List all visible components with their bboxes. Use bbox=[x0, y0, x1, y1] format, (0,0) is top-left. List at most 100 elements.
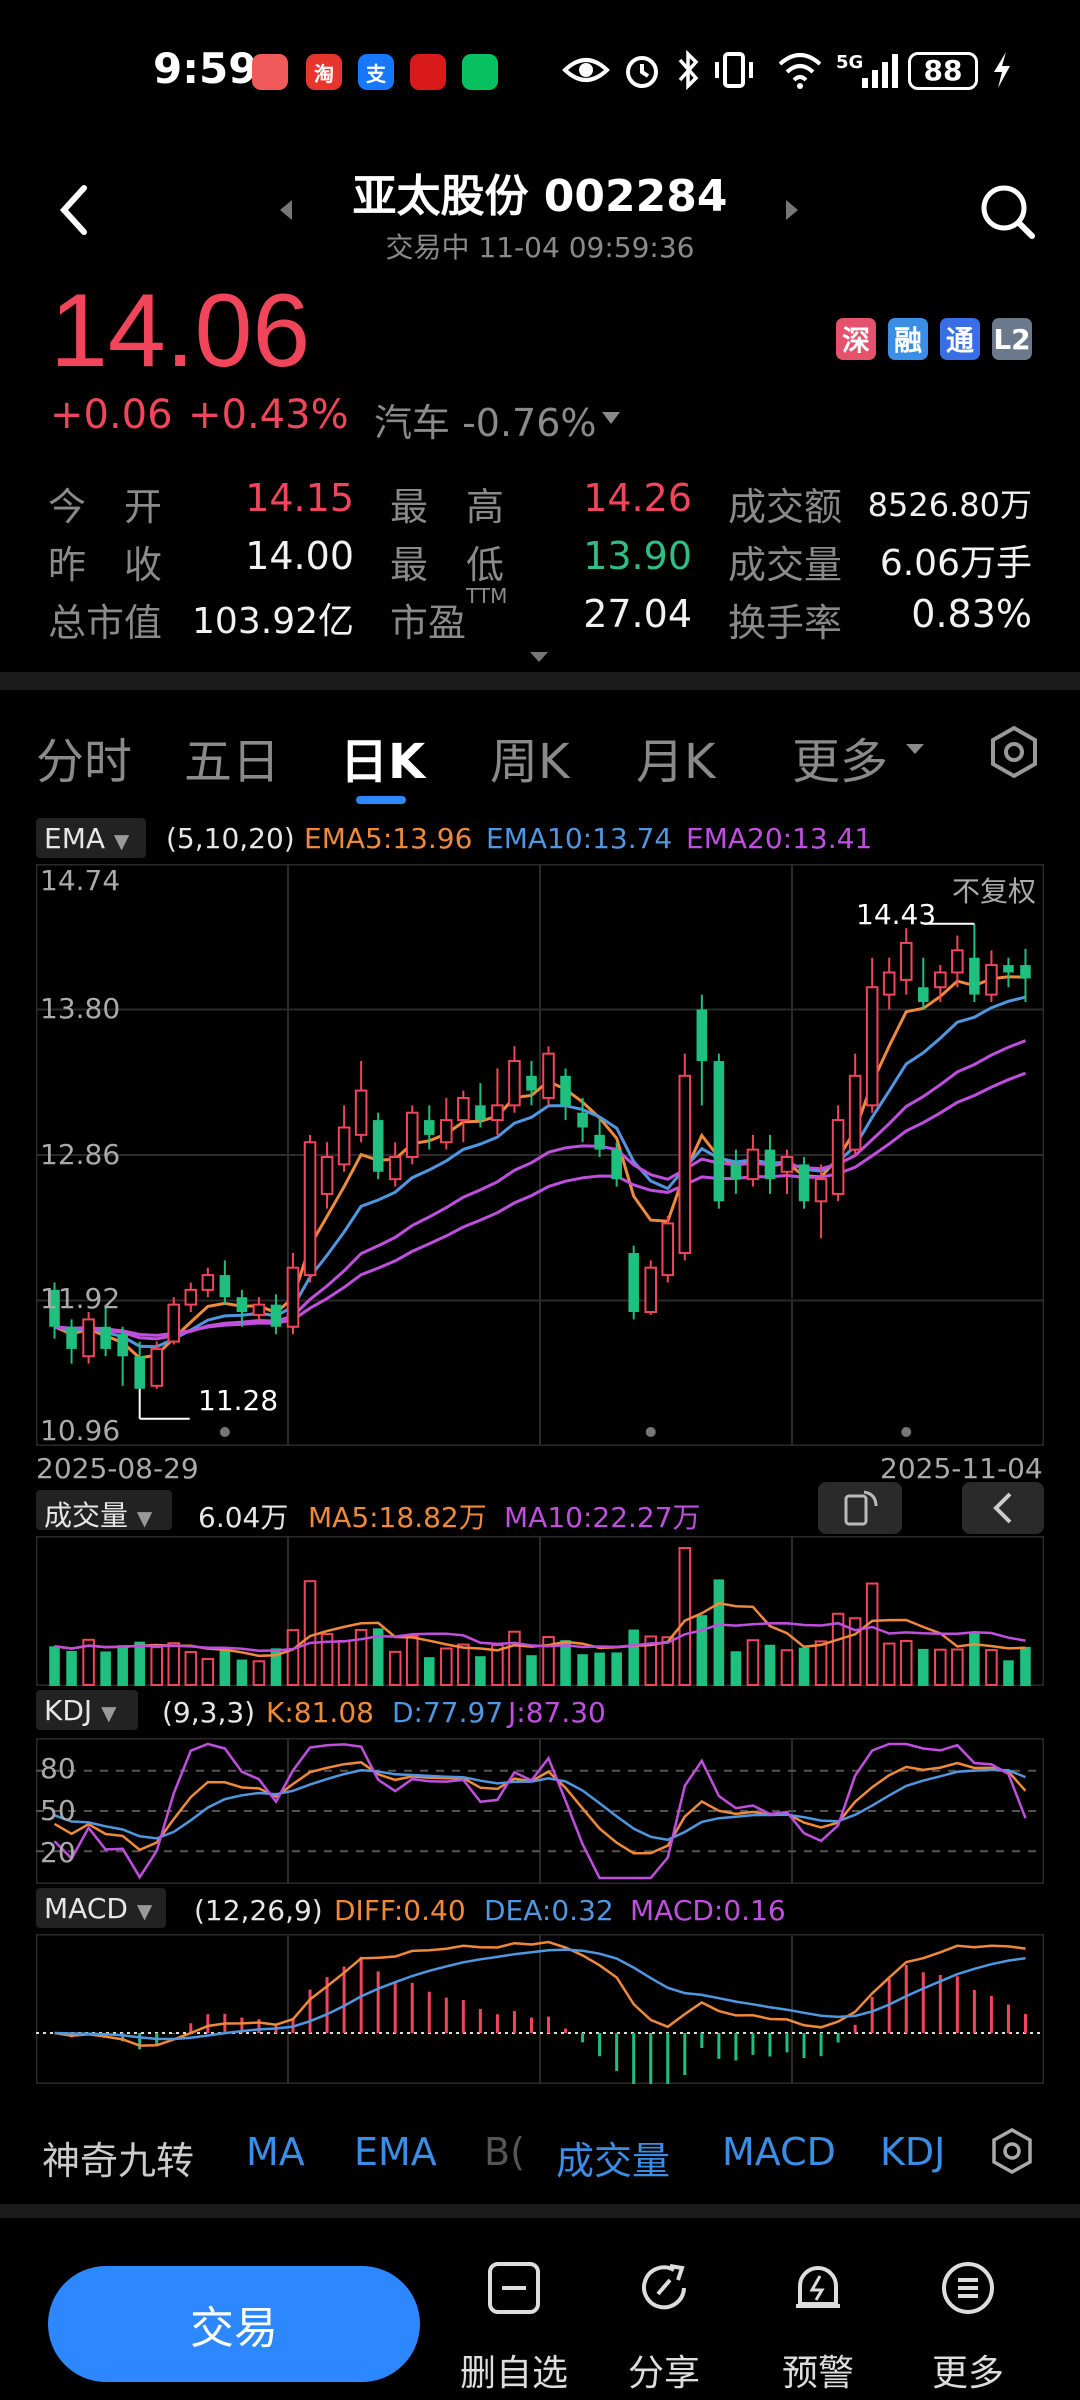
bluetooth-icon bbox=[678, 50, 699, 90]
ema-selector[interactable]: EMA ▼ bbox=[36, 818, 146, 858]
volume-value: 6.04万 bbox=[198, 1501, 289, 1534]
macd-dea: DEA:0.32 bbox=[484, 1894, 614, 1927]
candle-body bbox=[661, 1222, 675, 1277]
candle-body bbox=[117, 1334, 128, 1357]
volume-bar bbox=[899, 1639, 913, 1686]
candle-body bbox=[286, 1266, 300, 1328]
search-icon[interactable] bbox=[978, 182, 1038, 242]
ema30-line bbox=[54, 1071, 1027, 1337]
indicator-volume[interactable]: 成交量 bbox=[556, 2139, 671, 2183]
candle-body bbox=[542, 1052, 555, 1099]
volume-bar bbox=[814, 1640, 828, 1686]
stat-label: 总市值 bbox=[48, 601, 163, 645]
volume-bar bbox=[354, 1628, 368, 1686]
volume-bar bbox=[526, 1655, 537, 1686]
more-button[interactable]: 更多 bbox=[898, 2260, 1038, 2394]
stat-label: 成交量 bbox=[728, 543, 843, 587]
volume-bar bbox=[594, 1652, 605, 1686]
alert-button[interactable]: 预警 bbox=[748, 2260, 888, 2394]
kdj-level: 50 bbox=[40, 1794, 76, 1827]
candle-body bbox=[219, 1275, 231, 1298]
more-dropdown-icon[interactable] bbox=[904, 742, 926, 756]
volume-chart[interactable] bbox=[36, 1536, 1044, 1686]
indicator-kdj[interactable]: KDJ bbox=[880, 2130, 946, 2174]
tab-five-day[interactable]: 五日 bbox=[184, 734, 281, 790]
tab-weekly-k[interactable]: 周K bbox=[490, 734, 570, 790]
kdj-chart[interactable] bbox=[36, 1738, 1044, 1884]
volume-bar bbox=[848, 1617, 862, 1686]
adjust-label[interactable]: 不复权 bbox=[952, 875, 1037, 908]
collapse-panel-button[interactable] bbox=[962, 1482, 1044, 1534]
volume-bar bbox=[696, 1615, 708, 1686]
sector-dropdown-icon[interactable] bbox=[600, 410, 622, 426]
signal-icon bbox=[862, 54, 898, 88]
event-dot bbox=[219, 1427, 230, 1437]
share-icon bbox=[642, 2264, 686, 2310]
candle-body bbox=[594, 1134, 605, 1150]
candle-body bbox=[236, 1297, 248, 1312]
tab-daily-k[interactable]: 日K bbox=[340, 734, 426, 790]
stock-title: 亚太股份 002284 bbox=[352, 171, 728, 222]
y-tick-label: 13.80 bbox=[40, 992, 121, 1025]
tab-more[interactable]: 更多 bbox=[792, 734, 889, 790]
kline-chart[interactable] bbox=[36, 864, 1044, 1446]
volume-bar bbox=[286, 1629, 300, 1686]
volume-bar bbox=[865, 1582, 879, 1686]
candle-body bbox=[184, 1288, 198, 1306]
volume-bar bbox=[49, 1646, 60, 1686]
minus-square-icon bbox=[488, 2262, 540, 2314]
kdj-k-line bbox=[53, 1761, 1027, 1855]
tab-monthly-k[interactable]: 月K bbox=[636, 734, 716, 790]
volume-ma10: MA10:22.27万 bbox=[504, 1501, 701, 1534]
rotate-screen-button[interactable] bbox=[818, 1482, 902, 1534]
event-dot bbox=[645, 1427, 656, 1437]
volume-selector[interactable]: 成交量 ▼ bbox=[36, 1490, 172, 1532]
kdj-selector[interactable]: KDJ ▼ bbox=[36, 1690, 138, 1730]
sector-change[interactable]: 汽车 -0.76% bbox=[374, 401, 597, 445]
indicator-boll[interactable]: B( bbox=[484, 2130, 525, 2174]
volume-bar bbox=[644, 1635, 658, 1686]
current-price: 14.06 bbox=[50, 273, 311, 389]
candle-body bbox=[831, 1119, 845, 1195]
indicator-settings-icon[interactable] bbox=[984, 2124, 1040, 2180]
candle-body bbox=[1003, 965, 1014, 973]
remove-watchlist-label: 删自选 bbox=[459, 2353, 568, 2394]
candle-body bbox=[865, 986, 879, 1107]
indicator-magic-nine[interactable]: 神奇九转 bbox=[42, 2139, 195, 2183]
kdj-params: (9,3,3) bbox=[162, 1696, 256, 1729]
volume-bar bbox=[270, 1648, 282, 1686]
kdj-level: 80 bbox=[40, 1752, 76, 1785]
macd-dea-line bbox=[54, 1948, 1026, 2041]
tab-intraday[interactable]: 分时 bbox=[36, 734, 133, 790]
menu-circle-icon bbox=[942, 2262, 994, 2314]
ema5-line bbox=[53, 975, 1026, 1360]
status-bar: 9:59 淘支 5G 88 bbox=[0, 0, 1080, 140]
volume-bar bbox=[611, 1652, 622, 1686]
stat-label: 换手率 bbox=[728, 601, 843, 645]
volume-bar bbox=[628, 1629, 639, 1686]
indicator-macd[interactable]: MACD bbox=[722, 2130, 836, 2174]
back-arrow-icon[interactable] bbox=[50, 180, 100, 240]
macd-selector[interactable]: MACD ▼ bbox=[36, 1888, 166, 1928]
macd-chart[interactable] bbox=[36, 1934, 1044, 2084]
share-button[interactable]: 分享 bbox=[594, 2260, 734, 2394]
volume-bar bbox=[440, 1647, 453, 1686]
chart-settings-icon[interactable] bbox=[986, 724, 1042, 780]
candle-body bbox=[611, 1149, 622, 1180]
expand-stats-icon[interactable] bbox=[528, 650, 550, 664]
stat-turnover-rate: 0.83% bbox=[911, 592, 1032, 636]
trade-button[interactable]: 交易 bbox=[48, 2266, 420, 2382]
indicator-ema[interactable]: EMA bbox=[354, 2130, 437, 2174]
volume-bar bbox=[117, 1645, 128, 1686]
candle-body bbox=[951, 949, 964, 974]
candle-body bbox=[405, 1111, 419, 1158]
macd-params: (12,26,9) bbox=[194, 1894, 323, 1927]
prev-stock-icon[interactable] bbox=[278, 198, 294, 222]
chevron-down-icon: ▼ bbox=[113, 829, 130, 853]
next-stock-icon[interactable] bbox=[784, 198, 800, 222]
candle-body bbox=[730, 1164, 742, 1180]
candle-body bbox=[780, 1156, 794, 1173]
tag-tong: 通 bbox=[940, 318, 980, 360]
indicator-ma[interactable]: MA bbox=[246, 2130, 305, 2174]
remove-watchlist-button[interactable]: 删自选 bbox=[444, 2260, 584, 2394]
